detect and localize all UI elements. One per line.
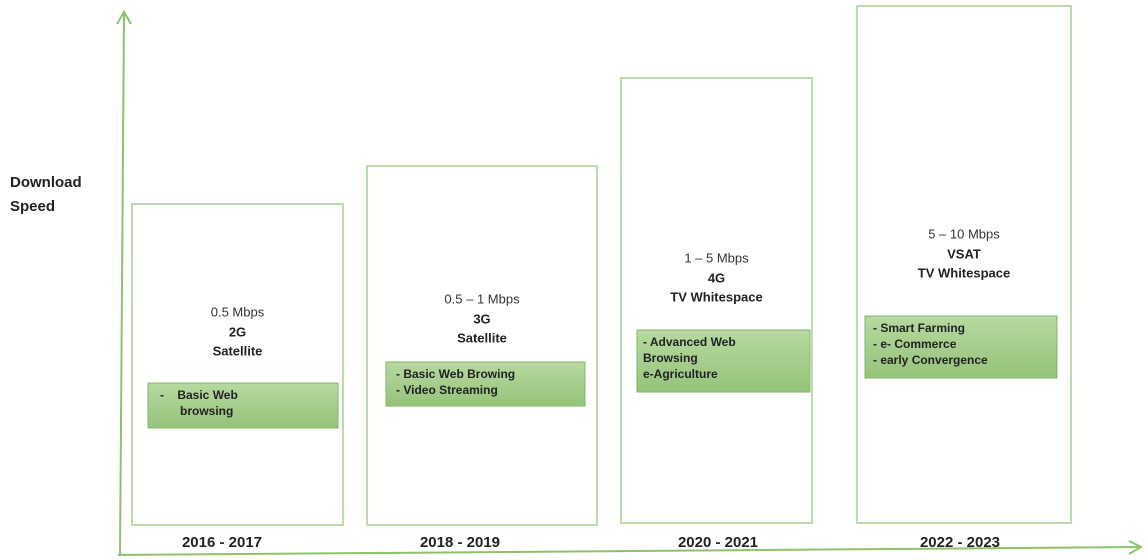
service: - Smart Farming [873,321,965,335]
technology: 3G [473,311,490,326]
technology: 4G [708,270,725,285]
speed: 1 – 5 Mbps [684,250,749,265]
period: 2018 - 2019 [420,534,500,551]
services-box [636,329,811,393]
service: Browsing [643,351,698,365]
period: 2022 - 2023 [920,534,1000,551]
service: - early Convergence [873,353,988,367]
service: - Video Streaming [396,383,498,397]
axis-label: Speed [10,198,55,215]
service: - Basic Web Browing [396,367,515,381]
technology: TV Whitespace [670,289,762,304]
service: browsing [180,404,233,418]
services-box [864,315,1058,379]
speed: 0.5 – 1 Mbps [444,291,520,306]
x-axis [117,546,1141,556]
technology: 2G [229,324,246,339]
column-box [620,77,813,524]
speed: 0.5 Mbps [211,304,265,319]
technology: Satellite [213,343,263,358]
services-box [385,361,586,407]
service: e-Agriculture [643,367,718,381]
x-axis-arrow [1128,540,1144,555]
y-axis-arrow [116,10,132,25]
service: - Advanced Web [643,335,736,349]
period: 2020 - 2021 [678,534,758,551]
service: - e- Commerce [873,337,957,351]
y-axis [119,13,125,557]
axis-label: Download [10,174,82,191]
speed: 5 – 10 Mbps [928,226,1000,241]
period: 2016 - 2017 [182,534,262,551]
technology: VSAT [947,246,981,261]
column-box [856,5,1072,524]
column-box [131,203,344,526]
services-box [147,382,339,429]
column-box [366,165,598,526]
technology: TV Whitespace [918,265,1010,280]
technology: Satellite [457,330,507,345]
service: - Basic Web [160,388,238,402]
